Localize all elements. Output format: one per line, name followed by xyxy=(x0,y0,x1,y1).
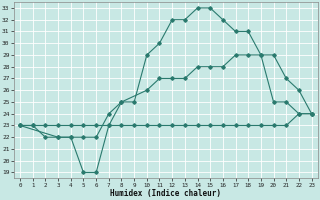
X-axis label: Humidex (Indice chaleur): Humidex (Indice chaleur) xyxy=(110,189,221,198)
